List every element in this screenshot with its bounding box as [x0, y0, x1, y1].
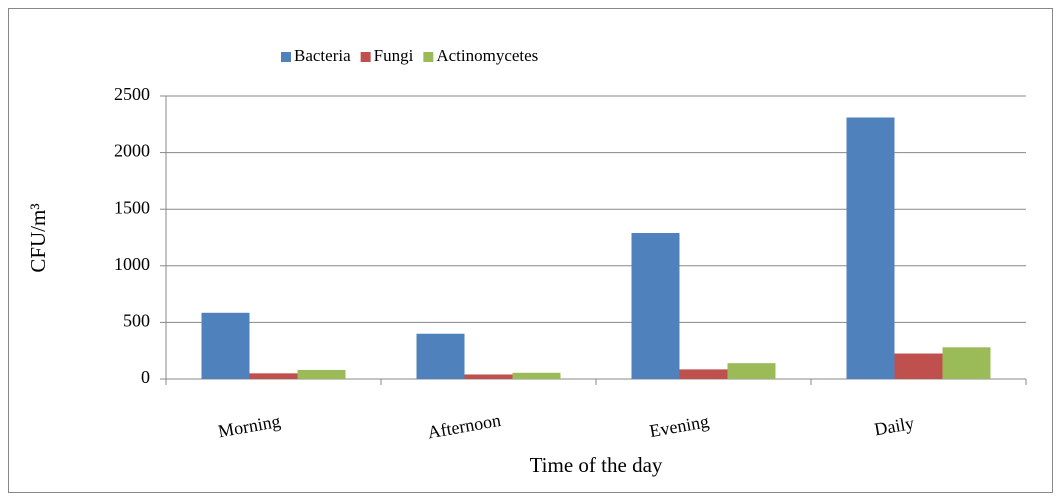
bar — [894, 353, 943, 379]
bar — [464, 374, 513, 379]
legend-label: Actinomycetes — [436, 46, 538, 65]
y-tick-label: 2500 — [114, 84, 150, 104]
y-tick-label: 0 — [141, 367, 150, 387]
legend-label: Bacteria — [294, 46, 351, 65]
bar — [201, 312, 250, 379]
legend-swatch — [281, 52, 291, 62]
bar — [846, 117, 895, 380]
y-tick-label: 1000 — [114, 254, 150, 274]
bar — [249, 373, 298, 379]
bar — [416, 333, 465, 379]
x-axis-label: Time of the day — [530, 453, 663, 477]
legend-swatch — [360, 52, 371, 62]
bar — [942, 347, 991, 379]
y-tick-label: 1500 — [114, 197, 150, 217]
bar — [727, 363, 776, 379]
bar — [679, 369, 728, 379]
bar — [631, 232, 680, 379]
y-axis-label: CFU/m³ — [26, 203, 50, 272]
legend-swatch — [423, 52, 434, 62]
legend-label: Fungi — [374, 46, 414, 65]
y-tick-label: 2000 — [114, 141, 150, 161]
bar — [297, 369, 346, 379]
bar — [512, 372, 561, 379]
y-tick-label: 500 — [123, 311, 150, 331]
